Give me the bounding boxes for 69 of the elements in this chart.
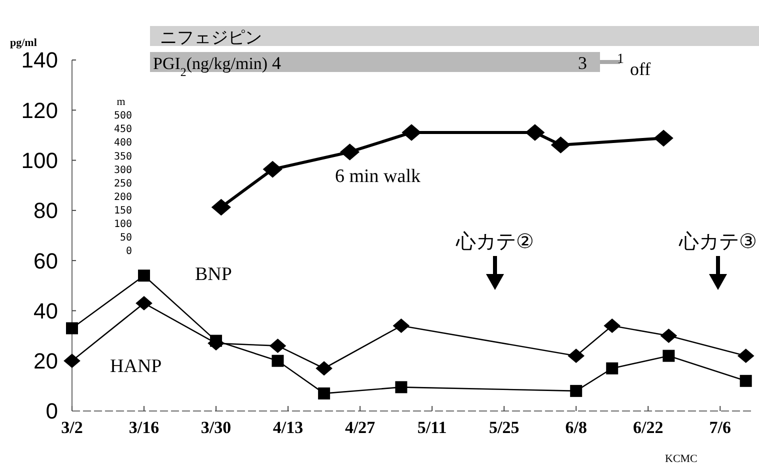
point xyxy=(138,270,150,282)
point xyxy=(568,348,585,364)
x-tick-label: 6/22 xyxy=(633,418,664,437)
y-tick-label: 100 xyxy=(21,148,58,173)
point xyxy=(604,318,621,333)
series-label: 6 min walk xyxy=(335,166,421,187)
y-tick-label: 80 xyxy=(34,198,58,224)
point xyxy=(662,350,675,362)
y2-tick-label: 350 xyxy=(114,151,132,162)
x-tick-label: 5/25 xyxy=(488,418,520,437)
x-tick-label: 4/13 xyxy=(272,418,304,437)
point xyxy=(570,384,582,397)
point xyxy=(660,328,678,343)
point xyxy=(316,361,332,376)
y2-tick-label: 450 xyxy=(114,124,132,136)
point xyxy=(136,296,152,310)
annotation: off xyxy=(630,59,651,79)
y2-tick-label: 0 xyxy=(126,246,132,258)
y-tick-label: 0 xyxy=(46,398,58,424)
point xyxy=(392,318,410,333)
point xyxy=(269,338,286,354)
y2-axis-title: m xyxy=(116,96,126,108)
point xyxy=(525,124,545,141)
y2-tick-label: 50 xyxy=(120,232,132,244)
y2-tick-label: 300 xyxy=(114,164,132,176)
y2-tick-label: 500 xyxy=(114,110,132,122)
series-label: BNP xyxy=(195,264,232,285)
text: KCMC xyxy=(665,453,698,465)
y-tick-label: 140 xyxy=(21,48,58,73)
point xyxy=(340,144,360,160)
series-label: HANP xyxy=(110,356,162,377)
point xyxy=(550,136,570,154)
x-tick-label: 6/8 xyxy=(565,418,587,437)
y-tick-label: 60 xyxy=(34,248,58,274)
y-tick-label: 120 xyxy=(21,98,58,123)
y2-tick-label: 200 xyxy=(114,192,132,203)
point xyxy=(210,334,222,347)
annotation: PGI$_{2}$(ng/kg/min) xyxy=(153,54,268,79)
annotation: 1 xyxy=(617,52,624,67)
y2-tick-label: 250 xyxy=(114,178,132,190)
y2-tick-label: 400 xyxy=(114,138,132,149)
x-tick-label: 4/27 xyxy=(344,418,376,437)
point xyxy=(654,130,674,147)
point xyxy=(737,348,754,364)
text: ニフェジピン xyxy=(160,28,262,48)
annotation: 4 xyxy=(272,53,281,73)
annotation: 心カテ③ xyxy=(678,229,757,253)
point xyxy=(606,362,618,374)
x-tick-label: 3/2 xyxy=(61,418,83,437)
y2-tick-label: 100 xyxy=(114,218,132,230)
y-tick-label: 40 xyxy=(34,298,58,324)
point xyxy=(262,160,282,178)
point xyxy=(402,124,422,141)
point xyxy=(318,387,330,400)
x-tick-label: 3/30 xyxy=(200,418,232,437)
point xyxy=(211,198,231,216)
point xyxy=(64,354,80,368)
x-tick-label: 5/11 xyxy=(417,418,447,437)
point xyxy=(272,354,284,367)
y2-tick-label: 150 xyxy=(114,205,132,216)
y-tick-label: 20 xyxy=(34,348,58,374)
x-tick-label: 3/16 xyxy=(128,418,160,437)
point xyxy=(740,374,752,387)
x-tick-label: 7/6 xyxy=(709,418,732,437)
annotation: 3 xyxy=(578,53,587,73)
annotation: 心カテ② xyxy=(455,229,534,253)
point xyxy=(66,322,78,334)
y-axis-title: pg/ml xyxy=(10,37,37,49)
point xyxy=(395,381,408,394)
